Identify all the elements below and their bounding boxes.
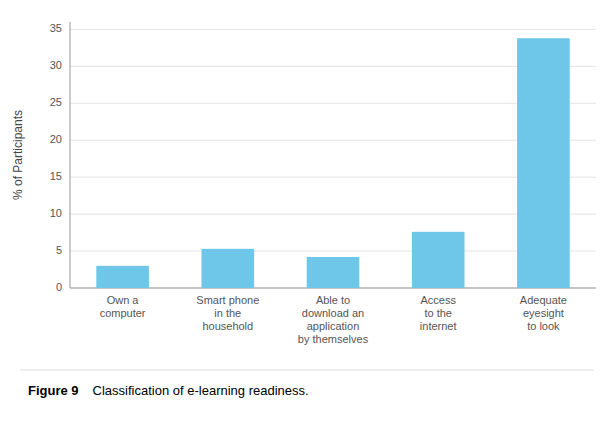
x-tick-label: Able todownload anapplicationby themselv… <box>298 294 369 345</box>
x-tick-label: Adequateeyesightto look <box>520 294 567 332</box>
figure-caption: Classification of e-learning readiness. <box>93 383 309 398</box>
x-tick-label-line: Able to <box>316 294 350 306</box>
bar <box>96 266 149 288</box>
bar <box>307 257 360 288</box>
x-tick-label-line: Access <box>420 294 456 306</box>
y-tick-label: 10 <box>50 207 62 219</box>
bar <box>202 249 255 288</box>
x-tick-label-line: Smart phone <box>196 294 259 306</box>
y-ticks: 0 5 10 15 20 25 30 35 <box>50 22 62 293</box>
x-tick-label: Smart phonein thehousehold <box>196 294 259 332</box>
chart-svg: 05101520253035Own acomputerSmart phonein… <box>0 0 614 434</box>
x-tick-label-line: download an <box>302 307 364 319</box>
x-tick-label-line: Adequate <box>520 294 567 306</box>
x-tick-label-line: Own a <box>107 294 140 306</box>
x-tick-label-line: internet <box>420 320 457 332</box>
caption-rule <box>20 370 594 371</box>
y-tick-label: 30 <box>50 59 62 71</box>
x-tick-label-line: eyesight <box>523 307 564 319</box>
x-tick-label-line: by themselves <box>298 333 369 345</box>
y-axis-label: % of Participants <box>11 110 25 200</box>
x-tick-label-line: computer <box>100 307 146 319</box>
x-tick-label: Accessto theinternet <box>420 294 457 332</box>
grid <box>70 29 596 288</box>
y-axis-line <box>70 22 71 288</box>
y-tick-label: 0 <box>56 281 62 293</box>
x-tick-label-line: to look <box>527 320 560 332</box>
bar <box>517 38 570 288</box>
figure-label: Figure 9 <box>28 383 79 398</box>
y-tick-label: 25 <box>50 96 62 108</box>
bar <box>412 232 465 288</box>
bars <box>96 38 569 288</box>
x-tick-labels: Own acomputer Smart phonein thehousehold A… <box>100 294 567 345</box>
y-tick-label: 20 <box>50 133 62 145</box>
chart-container: 05101520253035Own acomputerSmart phonein… <box>0 0 614 434</box>
grid-line <box>70 29 596 30</box>
y-tick-label: 15 <box>50 170 62 182</box>
y-tick-label: 35 <box>50 22 62 34</box>
x-tick-label-line: to the <box>424 307 452 319</box>
x-tick-label-line: application <box>307 320 360 332</box>
y-tick-label: 5 <box>56 244 62 256</box>
x-tick-label: Own acomputer <box>100 294 146 319</box>
x-tick-label-line: in the <box>214 307 241 319</box>
x-tick-label-line: household <box>202 320 253 332</box>
